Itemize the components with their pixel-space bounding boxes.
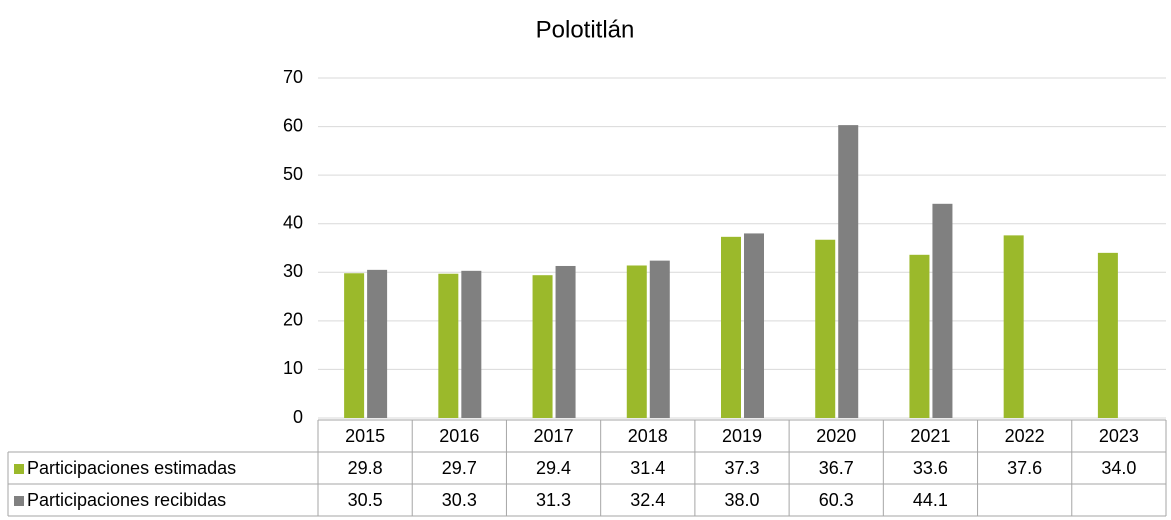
data-table-value: 29.4 xyxy=(536,458,571,478)
data-table-value: 29.7 xyxy=(442,458,477,478)
bar xyxy=(838,125,859,418)
bar xyxy=(438,273,459,418)
data-table-value: 32.4 xyxy=(630,490,665,510)
data-table-value: 31.4 xyxy=(630,458,665,478)
bar xyxy=(367,269,388,418)
y-tick-label: 70 xyxy=(283,67,303,87)
x-tick-label: 2023 xyxy=(1099,426,1139,446)
x-tick-label: 2020 xyxy=(816,426,856,446)
x-tick-label: 2015 xyxy=(345,426,385,446)
bar xyxy=(461,270,482,418)
data-table-value: 44.1 xyxy=(913,490,948,510)
x-tick-label: 2019 xyxy=(722,426,762,446)
bar xyxy=(721,236,741,418)
data-table-value: 36.7 xyxy=(819,458,854,478)
x-tick-label: 2021 xyxy=(910,426,950,446)
x-tick-label: 2018 xyxy=(628,426,668,446)
data-table-value: 38.0 xyxy=(724,490,759,510)
y-tick-label: 10 xyxy=(283,358,303,378)
y-tick-label: 50 xyxy=(283,164,303,184)
x-tick-label: 2017 xyxy=(534,426,574,446)
data-table-value: 29.8 xyxy=(348,458,383,478)
bar xyxy=(815,239,836,418)
data-table-value: 60.3 xyxy=(819,490,854,510)
data-table-value: 37.3 xyxy=(724,458,759,478)
bar xyxy=(344,273,365,418)
data-table-value: 31.3 xyxy=(536,490,571,510)
bar xyxy=(555,265,576,418)
legend-key xyxy=(14,464,24,474)
x-tick-label: 2016 xyxy=(439,426,479,446)
data-table-value: 33.6 xyxy=(913,458,948,478)
bar xyxy=(744,233,764,418)
data-table-value: 34.0 xyxy=(1101,458,1136,478)
bar xyxy=(1097,252,1118,418)
data-table-value: 30.5 xyxy=(348,490,383,510)
y-tick-label: 60 xyxy=(283,115,303,135)
chart-title: Polotitlán xyxy=(536,16,635,43)
bar xyxy=(1003,235,1024,418)
legend-label: Participaciones recibidas xyxy=(27,490,226,510)
bar xyxy=(626,265,647,418)
y-tick-label: 40 xyxy=(283,212,303,232)
y-tick-label: 20 xyxy=(283,310,303,330)
data-table-value: 30.3 xyxy=(442,490,477,510)
legend-label: Participaciones estimadas xyxy=(27,458,236,478)
bar xyxy=(532,275,553,418)
y-tick-label: 30 xyxy=(283,261,303,281)
data-table-value: 37.6 xyxy=(1007,458,1042,478)
y-tick-label: 0 xyxy=(293,407,303,427)
x-tick-label: 2022 xyxy=(1005,426,1045,446)
bar xyxy=(932,203,953,418)
bar xyxy=(909,254,930,418)
legend-key xyxy=(14,496,24,506)
bar xyxy=(649,260,670,418)
